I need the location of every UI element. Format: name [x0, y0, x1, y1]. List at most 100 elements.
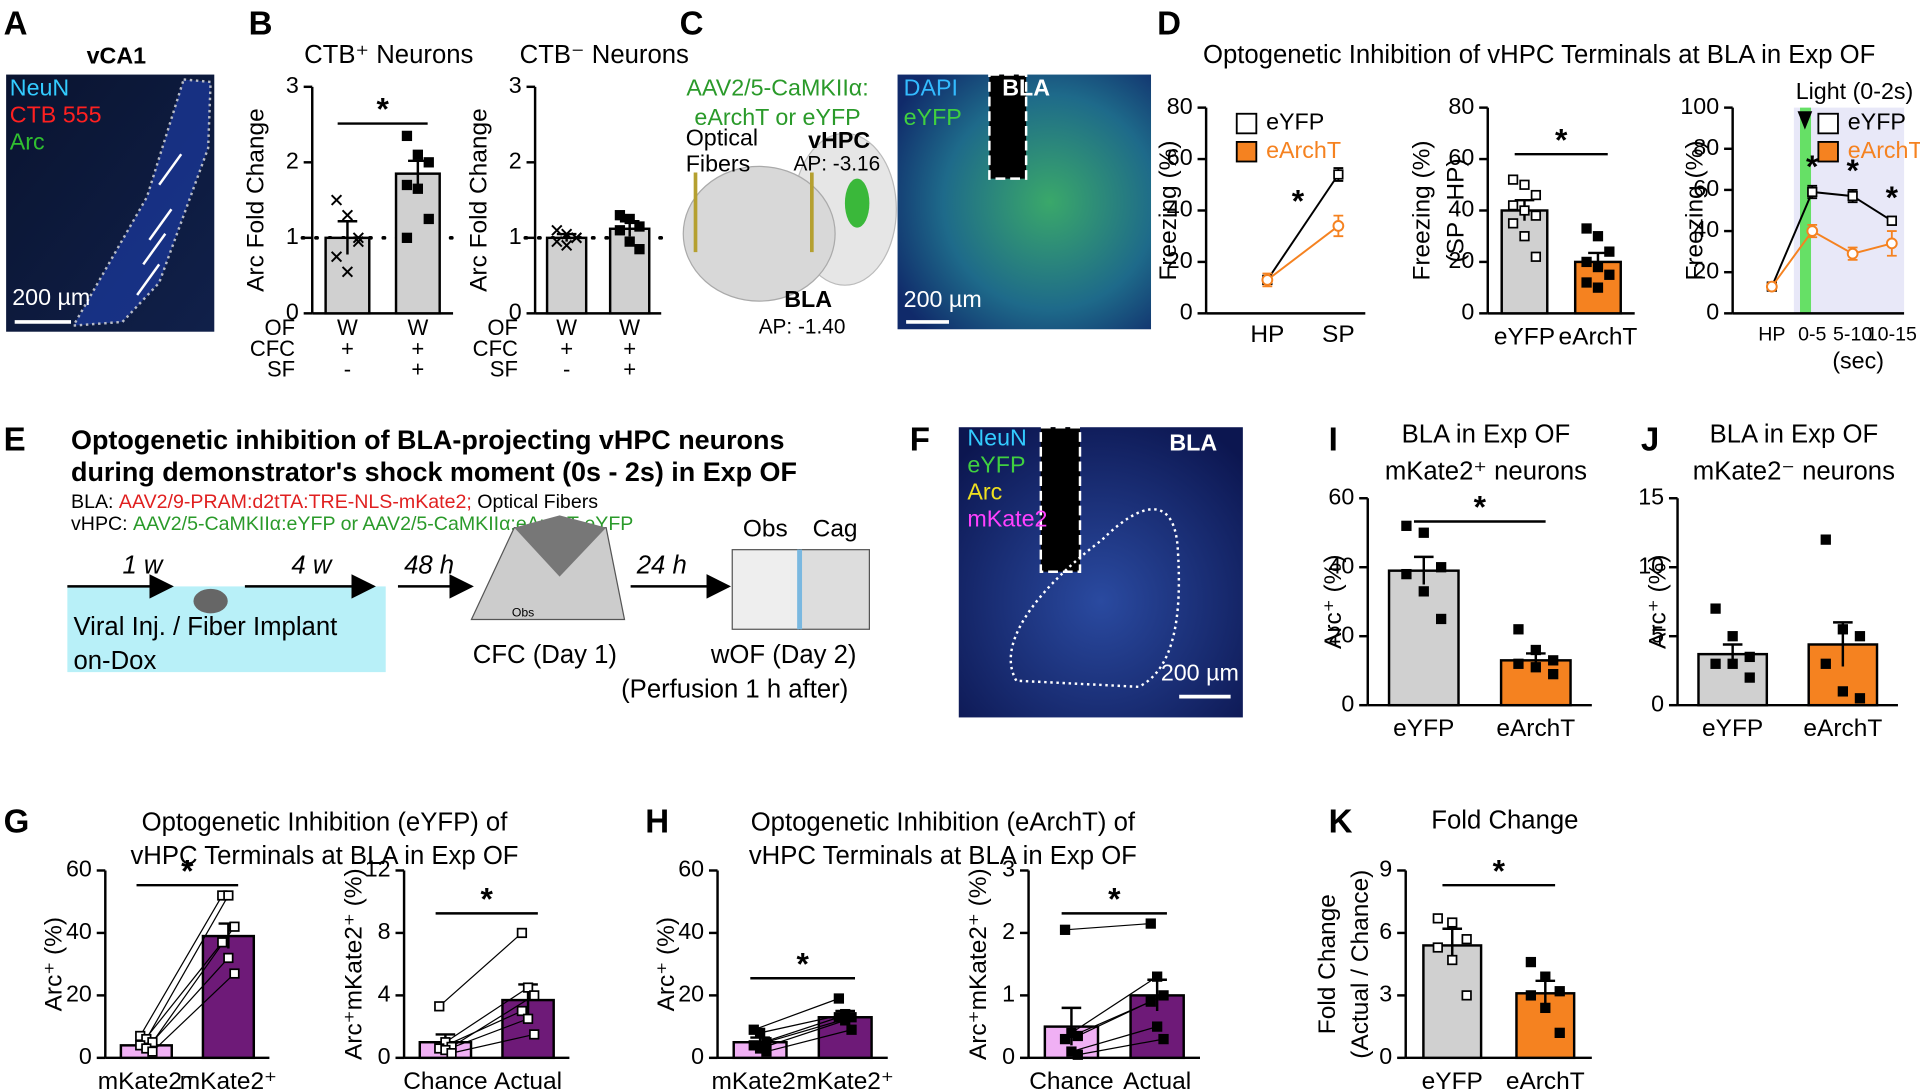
y-axis-label: Arc⁺ (%): [1645, 554, 1672, 648]
chart-title: mKate2⁻ neurons: [1693, 457, 1895, 485]
data-point: [1530, 644, 1541, 656]
y-tick-label: 60: [1693, 175, 1719, 201]
legend-label: eYFP: [1848, 109, 1906, 135]
data-point: [1507, 200, 1519, 211]
light-marker: [1797, 111, 1813, 130]
pair-line: [139, 941, 223, 1046]
y-tick-label: 0: [1461, 298, 1474, 324]
significance: *: [1292, 183, 1305, 219]
step: CFC (Day 1): [473, 641, 617, 669]
x-tick-label: HP: [1758, 324, 1785, 346]
data-point: [529, 990, 540, 1001]
data-point: [1854, 693, 1866, 704]
panel-title: vHPC Terminals at BLA in Exp OF: [749, 842, 1137, 870]
data-point: [1525, 956, 1537, 968]
virus-line: BLA: AAV2/9-PRAM:d2tTA:TRE-NLS-mKate2; O…: [71, 491, 598, 513]
bar: [394, 172, 441, 315]
pair-line: [759, 1013, 846, 1034]
y-tick-label: 20: [1167, 247, 1193, 273]
data-point: [1744, 651, 1755, 663]
interval: 4 w: [291, 552, 332, 580]
chart: 0 20 40 60 80 100 Freezing (%) HP 0-5 5-1010-15(s…: [1680, 78, 1920, 373]
significance: *: [1846, 152, 1859, 188]
y-tick-label: 3: [1002, 856, 1015, 882]
x-tick-label: SP: [1322, 321, 1355, 348]
significance: *: [1555, 121, 1568, 157]
data-point: [1447, 954, 1458, 966]
pair-line: [445, 1018, 529, 1051]
significance: *: [1493, 852, 1506, 888]
y-tick-label: 20: [1328, 621, 1354, 647]
data-point: [754, 1027, 766, 1038]
y-tick-label: 40: [1167, 196, 1193, 222]
significance: *: [796, 945, 809, 981]
y-tick-label: 80: [1167, 93, 1193, 119]
data-point: [1710, 658, 1721, 669]
y-tick-label: 0: [691, 1043, 704, 1069]
x-tick-label: eYFP: [1702, 715, 1763, 742]
row-value: W: [556, 315, 577, 340]
region-ap: AP: -3.16: [793, 153, 880, 176]
error-bar: [1061, 1006, 1082, 1046]
data-point: [1806, 225, 1819, 237]
x-tick-label: eArchT: [1803, 715, 1882, 742]
y-tick-label: 0: [79, 1043, 92, 1069]
data-point: [1447, 917, 1458, 928]
annotation: Light (0-2s): [1796, 78, 1914, 104]
y-tick-label: 9: [1379, 856, 1392, 882]
series-line: [1266, 225, 1339, 281]
y-tick-label: 20: [66, 981, 92, 1007]
chart: 0 1 2 3 Arc⁺mKate2⁺ (%) Chance Actual *: [965, 856, 1200, 1092]
y-axis-label: Arc⁺ (%): [1320, 554, 1347, 648]
data-point: [1765, 280, 1778, 293]
x-tick-label: Chance: [1029, 1068, 1113, 1092]
arrows: [136, 153, 183, 296]
y-tick-label: 80: [1693, 134, 1719, 160]
legend-swatch: [1817, 112, 1839, 135]
data-point: [1530, 189, 1542, 201]
data-point: [1540, 1002, 1551, 1014]
data-point: [516, 1005, 528, 1017]
data-point: [1885, 237, 1898, 250]
data-point: [434, 1001, 445, 1012]
fiber-label: Fibers: [686, 150, 751, 176]
data-point: [614, 225, 626, 236]
text: vHPC:: [71, 513, 128, 535]
cage: [731, 549, 801, 630]
chart-title: Fold Change: [1431, 806, 1578, 834]
data-point: [551, 236, 563, 248]
y-tick-label: 2: [509, 147, 522, 173]
x-tick-label: 5-10: [1833, 324, 1872, 346]
row-label: OF: [487, 315, 518, 340]
data-point: [551, 224, 563, 236]
pair-line: [1071, 1026, 1158, 1053]
data-point: [1807, 186, 1818, 198]
row-label: SF: [267, 357, 295, 382]
row-value: +: [411, 336, 424, 361]
y-tick-label: 60: [678, 856, 704, 882]
data-point: [330, 251, 343, 263]
x-tick-label: 10-15: [1867, 324, 1917, 346]
data-point: [522, 1013, 534, 1024]
data-point: [1820, 658, 1831, 669]
chart: 0 20 40 60 Arc⁺ (%) mKate2⁻mKate2⁺ *: [41, 852, 277, 1092]
y-tick-label: 0: [1341, 690, 1354, 716]
bar: [545, 236, 588, 315]
data-point: [217, 937, 228, 948]
y-tick-label: 40: [1448, 196, 1474, 222]
x-tick-label: Actual: [494, 1068, 562, 1092]
data-point: [1846, 247, 1859, 260]
data-point: [1554, 1027, 1565, 1038]
data-point: [624, 236, 635, 247]
y-tick-label: 20: [1693, 257, 1719, 283]
y-tick-label: 0: [1651, 690, 1664, 716]
data-point: [522, 982, 534, 993]
data-point: [614, 210, 626, 221]
text: AAV2/9-PRAM:d2tTA:TRE-NLS-mKate2;: [119, 491, 472, 513]
panel-label: H: [645, 804, 669, 841]
y-tick-label: 0: [1002, 1043, 1015, 1069]
x-tick-label: mKate2⁺: [180, 1068, 277, 1092]
pair-line: [451, 1033, 535, 1054]
row-value: W: [407, 315, 428, 340]
